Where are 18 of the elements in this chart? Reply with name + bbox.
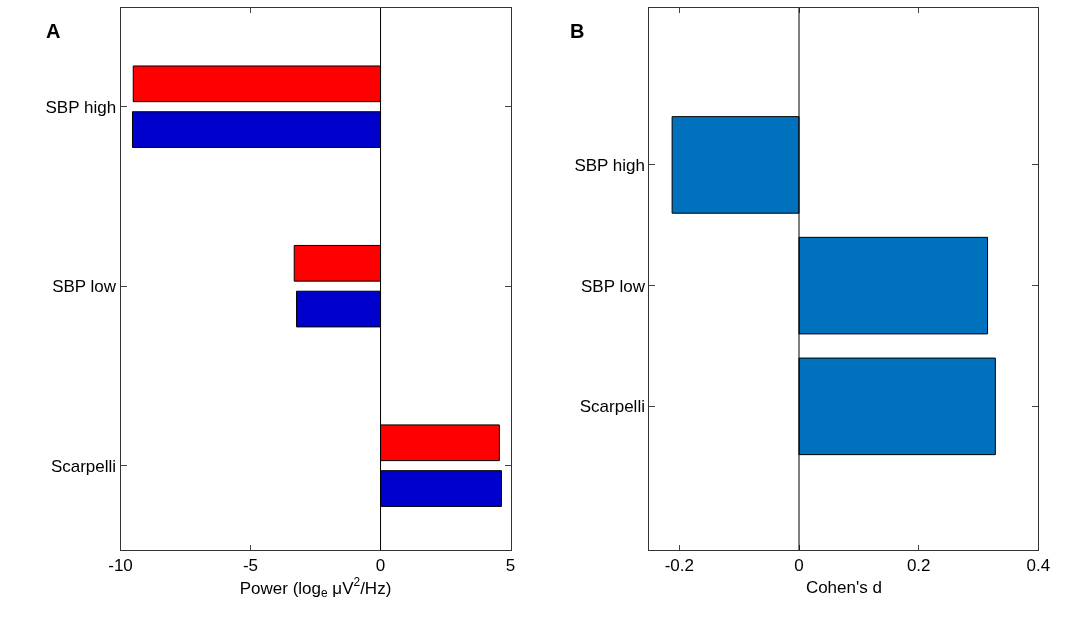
y-tick-label: Scarpelli: [579, 397, 645, 417]
x-tick-label: -0.2: [664, 556, 694, 576]
y-tick-label: SBP low: [52, 277, 117, 297]
x-axis-title: Power (log$_{e}$ μV$^{2}$/Hz): [239, 575, 392, 601]
y-tick-label: Scarpelli: [50, 456, 117, 476]
x-tick-label: -10: [108, 556, 133, 576]
x-axis-title: Cohen's d: [805, 577, 882, 597]
x-tick-label: 0: [794, 556, 804, 576]
x-tick-label: 0.2: [906, 556, 931, 576]
x-tick-label: 5: [505, 556, 516, 576]
x-tick-label: 0.4: [1026, 556, 1051, 576]
y-tick-label: SBP high: [574, 155, 645, 175]
x-tick-label: 0: [375, 556, 386, 576]
x-tick-label: -5: [242, 556, 259, 576]
text: A: [46, 20, 61, 42]
y-tick-label: SBP low: [581, 276, 646, 296]
y-tick-label: SBP high: [45, 97, 117, 117]
text: B: [570, 20, 585, 42]
